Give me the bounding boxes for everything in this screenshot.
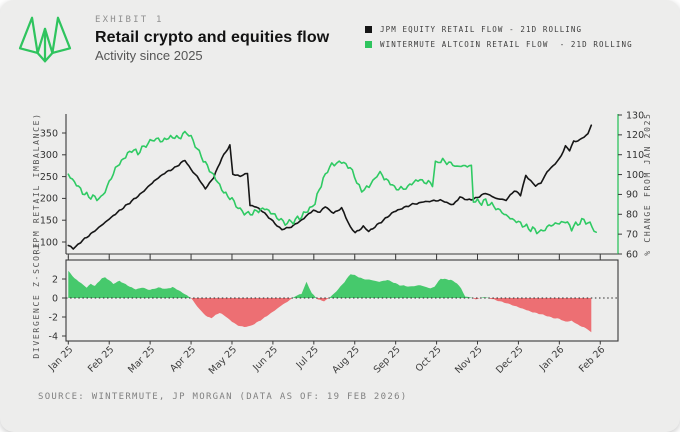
x-tick-label: Feb 26 [577,344,607,374]
x-tick-label: Jan 26 [537,344,567,374]
right-axis-title: % CHANGE FROM JAN 2025 [643,112,652,255]
zscore-negative-area [68,298,591,332]
y-tick-label-left: 300 [40,150,58,161]
y-tick-label-right: 120 [626,130,644,141]
z-tick-label: -2 [49,312,58,323]
y-tick-label-right: 60 [626,249,638,260]
jpm-equity-line [68,125,591,249]
x-tick-label: Nov 25 [453,344,485,376]
z-tick-label: -4 [49,331,58,342]
y-tick-label-left: 150 [40,216,58,227]
y-tick-label-right: 80 [626,210,638,221]
chart-canvas: Jan 25 Feb 25 Mar 25 Apr 25 May 25 Jun 25 Jul … [0,0,680,432]
x-tick-label: Jul 25 [294,344,321,371]
exhibit-card: EXHIBIT 1 Retail crypto and equities flo… [0,0,680,432]
x-tick-label: Aug 25 [330,344,362,376]
y-tick-label-left: 200 [40,194,58,205]
wintermute-altcoin-line [68,132,596,234]
source-note: SOURCE: WINTERMUTE, JP MORGAN (DATA AS O… [38,392,408,402]
x-tick-label: Oct 25 [414,344,444,374]
y-tick-label-left: 100 [40,237,58,248]
x-tick-label: Apr 25 [168,344,198,374]
z-tick-label: 0 [52,293,58,304]
x-tick-label: Feb 25 [86,344,116,374]
y-tick-label-right: 90 [626,190,638,201]
y-tick-label-left: 250 [40,172,58,183]
x-tick-label: Jan 25 [46,344,76,374]
y-tick-label-right: 100 [626,170,644,181]
y-tick-label-right: 130 [626,110,644,121]
zscore-axis-title: DIVERGENCE Z-SCORE [32,241,41,358]
y-tick-label-right: 110 [626,150,644,161]
y-tick-label-right: 70 [626,229,638,240]
y-tick-label-left: 350 [40,128,58,139]
x-tick-label: Mar 25 [126,344,157,375]
left-axis-title: (JPM RETAIL IMBALANCE) [32,112,41,255]
z-tick-label: 2 [52,274,58,285]
x-tick-label: May 25 [207,344,239,376]
zscore-positive-area [68,271,591,298]
x-tick-label: Jun 25 [250,344,280,374]
x-tick-label: Sep 25 [372,344,403,375]
x-tick-label: Dec 25 [494,344,525,375]
